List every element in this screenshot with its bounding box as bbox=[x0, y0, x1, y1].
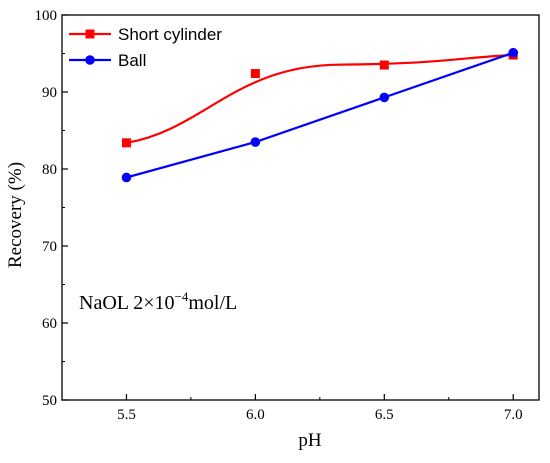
y-axis-label: Recovery (%) bbox=[5, 162, 26, 268]
y-tick-label: 90 bbox=[42, 85, 57, 101]
y-tick-label: 80 bbox=[42, 162, 57, 178]
data-point-short-cylinder bbox=[121, 138, 131, 148]
y-tick-label: 100 bbox=[35, 8, 58, 24]
data-point-short-cylinder bbox=[379, 60, 389, 70]
y-tick-label: 70 bbox=[42, 239, 57, 255]
annotation-prefix: NaOL 2×10 bbox=[79, 292, 175, 314]
legend-label-ball: Ball bbox=[118, 51, 146, 70]
data-point-ball bbox=[379, 92, 390, 103]
series-line-ball bbox=[126, 51, 514, 179]
data-point-short-cylinder bbox=[250, 69, 260, 79]
x-axis-label: pH bbox=[298, 430, 322, 451]
y-tick-label: 60 bbox=[42, 316, 57, 332]
x-tick-label: 5.5 bbox=[117, 407, 136, 423]
series-layer bbox=[121, 47, 519, 183]
annotation-suffix: mol/L bbox=[188, 292, 237, 314]
data-point-ball bbox=[121, 172, 132, 183]
legend-marker-short-cylinder bbox=[85, 29, 95, 39]
data-point-ball bbox=[508, 47, 519, 58]
axis-ticks: 5.5 6.0 6.5 7.0 50 60 70 80 90 100 bbox=[35, 8, 523, 423]
annotation-superscript: −4 bbox=[175, 289, 189, 304]
series-line-short-cylinder bbox=[126, 53, 514, 144]
y-tick-label: 50 bbox=[42, 393, 57, 409]
plot-frame bbox=[61, 14, 540, 401]
annotation-text: NaOL 2×10−4mol/L bbox=[79, 289, 237, 314]
legend-label-short-cylinder: Short cylinder bbox=[118, 25, 222, 44]
x-tick-label: 6.0 bbox=[246, 407, 265, 423]
x-tick-label: 7.0 bbox=[504, 407, 523, 423]
legend-marker-ball bbox=[85, 55, 95, 65]
data-point-ball bbox=[250, 137, 261, 147]
x-tick-label: 6.5 bbox=[375, 407, 394, 423]
legend: Short cylinder Ball bbox=[69, 25, 222, 70]
